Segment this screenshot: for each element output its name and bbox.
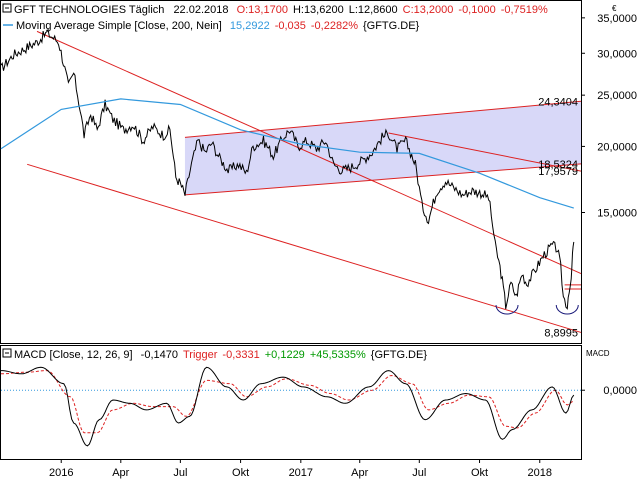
trend-line xyxy=(388,132,582,172)
price-tick-label: 15,0000 xyxy=(597,208,637,220)
price-date: 22.02.2018 xyxy=(173,4,228,16)
macd-line xyxy=(1,366,575,447)
currency-label: € xyxy=(612,4,617,13)
time-tick-label: Okt xyxy=(471,467,488,479)
header-value: -0,1470 xyxy=(141,349,178,361)
header-value: {GFTG.DE} xyxy=(363,20,420,32)
time-tick-label: Okt xyxy=(232,467,249,479)
time-tick-label: Jul xyxy=(173,467,187,479)
bottom-arc xyxy=(495,304,519,315)
level-label: 17,9579 xyxy=(538,166,578,178)
trigger-line xyxy=(1,370,575,434)
macd-tick-label: 0,0000 xyxy=(603,385,637,397)
header-value: H:13,6200 xyxy=(293,4,344,16)
header-value: {GFTG.DE} xyxy=(371,349,428,361)
ma-label: Moving Average Simple [Close, 200, Nein] xyxy=(16,20,222,32)
header-value: O:13,1700 xyxy=(237,4,288,16)
level-label: 24,3404 xyxy=(538,96,578,108)
price-label: GFT TECHNOLOGIES Täglich xyxy=(14,4,164,16)
header-value: +45,5335% xyxy=(310,349,366,361)
macd-axis-label: MACD xyxy=(586,349,610,358)
time-tick-label: Apr xyxy=(112,467,129,479)
macd-plot xyxy=(1,366,581,447)
axes: 15,0000 20,0000 25,0000 30,0000 35,0000 0,000… xyxy=(49,13,637,479)
header-value: 15,2922 xyxy=(230,20,270,32)
header-value: -0,2282% xyxy=(311,20,358,32)
macd-label: MACD [Close, 12, 26, 9] xyxy=(14,349,133,361)
price-tick-label: 20,0000 xyxy=(597,141,637,153)
time-tick-label: Jul xyxy=(412,467,426,479)
header-value: -0,1000 xyxy=(458,4,495,16)
header-value: L:12,8600 xyxy=(349,4,398,16)
header-value: Trigger xyxy=(183,349,218,361)
price-tick-label: 30,0000 xyxy=(597,48,637,60)
price-tick-label: 35,0000 xyxy=(597,13,637,25)
price-series-line xyxy=(0,28,575,310)
header-value: -0,035 xyxy=(275,20,306,32)
macd-header-line: MACD [Close, 12, 26, 9] -0,1470 Trigger -0… xyxy=(14,349,427,361)
macd-panel-frame xyxy=(0,345,582,460)
time-tick-label: 2017 xyxy=(289,467,313,479)
channel-area xyxy=(184,101,582,195)
header-value: +0,1229 xyxy=(265,349,305,361)
header-value: -0,7519% xyxy=(501,4,548,16)
price-header: GFT TECHNOLOGIES Täglich 22.02.2018 O:13… xyxy=(2,3,617,32)
trend-line xyxy=(184,163,582,196)
time-tick-label: Apr xyxy=(351,467,368,479)
ma-header-line: Moving Average Simple [Close, 200, Nein]… xyxy=(16,20,420,32)
bottom-arc xyxy=(555,304,579,315)
level-label: 18,5324 xyxy=(538,159,578,171)
trend-line xyxy=(36,30,582,275)
time-tick-label: 2016 xyxy=(49,467,73,479)
macd-header: MACD [Close, 12, 26, 9] -0,1470 Trigger -0… xyxy=(2,348,610,361)
price-panel-frame xyxy=(0,0,582,344)
level-label: 8,8995 xyxy=(544,327,578,339)
trend-line xyxy=(184,100,582,138)
ma200-line xyxy=(0,98,574,209)
trend-line xyxy=(27,163,582,333)
time-tick-label: 2018 xyxy=(528,467,552,479)
header-value: C:13,2000 xyxy=(403,4,454,16)
price-tick-label: 25,0000 xyxy=(597,90,637,102)
header-value: -0,3331 xyxy=(222,349,259,361)
price-header-line: GFT TECHNOLOGIES Täglich 22.02.2018 O:13… xyxy=(14,4,548,16)
